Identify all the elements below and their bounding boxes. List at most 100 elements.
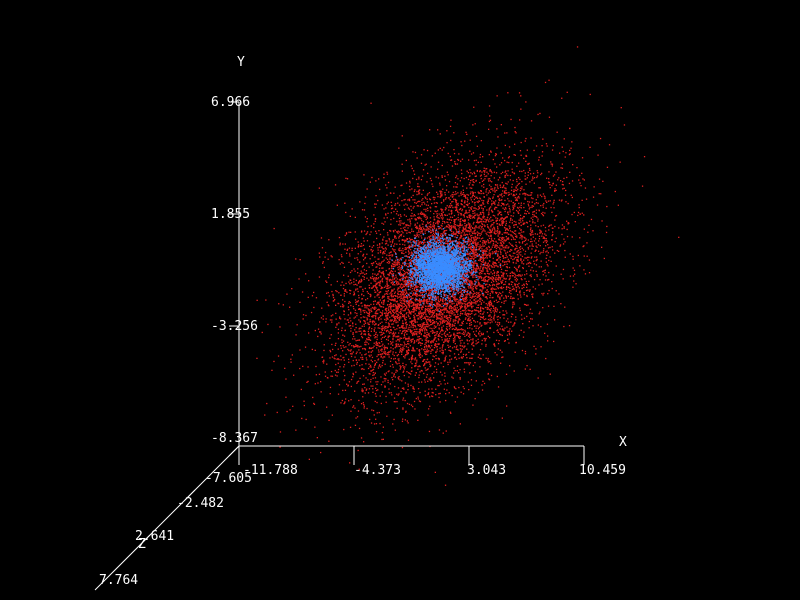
outer-cloud-point [388,335,391,337]
outer-cloud-point [459,237,461,239]
outer-cloud-point [427,309,429,311]
outer-cloud-point [508,156,510,158]
outer-cloud-point [545,230,547,232]
outer-cloud-point [486,268,488,270]
outer-cloud-point [450,312,452,314]
outer-cloud-point [382,251,385,253]
outer-cloud-point [530,194,532,196]
outer-cloud-point [314,383,316,385]
outer-cloud-point [372,347,374,349]
outer-cloud-point [487,318,490,321]
outer-cloud-point [343,403,345,405]
outer-cloud-point [373,330,375,332]
outer-cloud-point [482,333,484,336]
outer-cloud-point [480,258,482,260]
outer-cloud-point [387,371,389,373]
outer-cloud-point [508,261,511,263]
outer-cloud-point [445,320,447,322]
outer-cloud-point [483,203,485,205]
outer-cloud-point [389,241,391,243]
outer-cloud-point [335,342,337,344]
outer-cloud-point [465,212,467,214]
outer-cloud-point [387,297,389,299]
outer-cloud-point [438,236,440,238]
outer-cloud-point [415,226,417,229]
outer-cloud-point [403,281,406,283]
outer-cloud-point [397,293,399,295]
outer-cloud-point [373,223,375,225]
outer-cloud-point [430,232,432,234]
outer-cloud-point [504,250,506,252]
outer-cloud-point [387,339,389,341]
outer-cloud-point [511,297,513,300]
outer-cloud-point [394,385,396,388]
outer-cloud-point [381,287,383,289]
outer-cloud-point [560,167,562,169]
outer-cloud-point [476,310,478,312]
outer-cloud-point [422,212,424,214]
outer-cloud-point [407,349,409,351]
outer-cloud-point [414,252,416,254]
outer-cloud-point [436,241,438,243]
outer-cloud-point [367,351,370,353]
outer-cloud-point [489,230,492,232]
outer-cloud-point [464,194,466,197]
outer-cloud-point [426,315,428,318]
outer-cloud-point [467,237,470,239]
outer-cloud-point [456,263,458,265]
outer-cloud-point [486,209,488,211]
outer-cloud-point [401,287,403,289]
outer-cloud-point [485,189,487,191]
outer-cloud-point [348,309,350,311]
outer-cloud-point [507,211,509,213]
outer-cloud-point [489,284,491,287]
outer-cloud-point [379,322,381,324]
outer-cloud-point [461,158,464,160]
outer-cloud-point [584,187,587,189]
outer-cloud-point [403,291,405,293]
outer-cloud-point [530,262,532,264]
outer-cloud-point [490,216,492,218]
outer-cloud-point [458,300,460,302]
outer-cloud-point [401,308,403,310]
outer-cloud-point [363,248,365,250]
outer-cloud-point [358,281,360,283]
outer-cloud-point [378,178,380,180]
outer-cloud-point [418,257,420,260]
outer-cloud-point [467,278,469,281]
outer-cloud-point [407,314,409,316]
outer-cloud-point [503,300,505,302]
outer-cloud-point [364,196,367,198]
outer-cloud-point [413,317,416,319]
outer-cloud-point [586,255,588,257]
outer-cloud-point [494,246,496,248]
outer-cloud-point [383,276,385,278]
outer-cloud-point [492,244,494,246]
outer-cloud-point [380,291,382,293]
outer-cloud-point [436,292,438,294]
outer-cloud-point [364,316,366,318]
outer-cloud-point [410,223,412,225]
outer-cloud-point [449,345,451,348]
outer-cloud-point [364,330,366,333]
outer-cloud-point [510,281,512,283]
outer-cloud-point [447,382,449,384]
outer-cloud-point [454,334,456,336]
outer-cloud-point [459,241,461,243]
outer-cloud-point [357,282,360,284]
outer-cloud-point [401,297,403,299]
outer-cloud-point [527,171,529,173]
outer-cloud-point [678,236,680,238]
outer-cloud-point [473,314,476,316]
outer-cloud-point [443,200,445,202]
outer-cloud-point [437,168,439,170]
outer-cloud-point [401,170,403,172]
outer-cloud-point [536,246,538,248]
outer-cloud-point [472,193,474,195]
outer-cloud-point [350,311,352,314]
outer-cloud-point [551,239,553,241]
outer-cloud-point [400,268,403,271]
outer-cloud-point [532,233,534,236]
outer-cloud-point [479,298,481,300]
outer-cloud-point [334,358,336,360]
